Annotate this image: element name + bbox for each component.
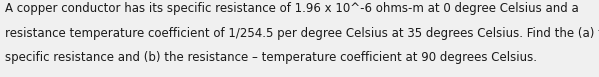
Text: A copper conductor has its specific resistance of 1.96 x 10^-6 ohms-m at 0 degre: A copper conductor has its specific resi… bbox=[5, 2, 579, 15]
Text: specific resistance and (b) the resistance – temperature coefficient at 90 degre: specific resistance and (b) the resistan… bbox=[5, 51, 537, 64]
Text: resistance temperature coefficient of 1/254.5 per degree Celsius at 35 degrees C: resistance temperature coefficient of 1/… bbox=[5, 27, 599, 40]
